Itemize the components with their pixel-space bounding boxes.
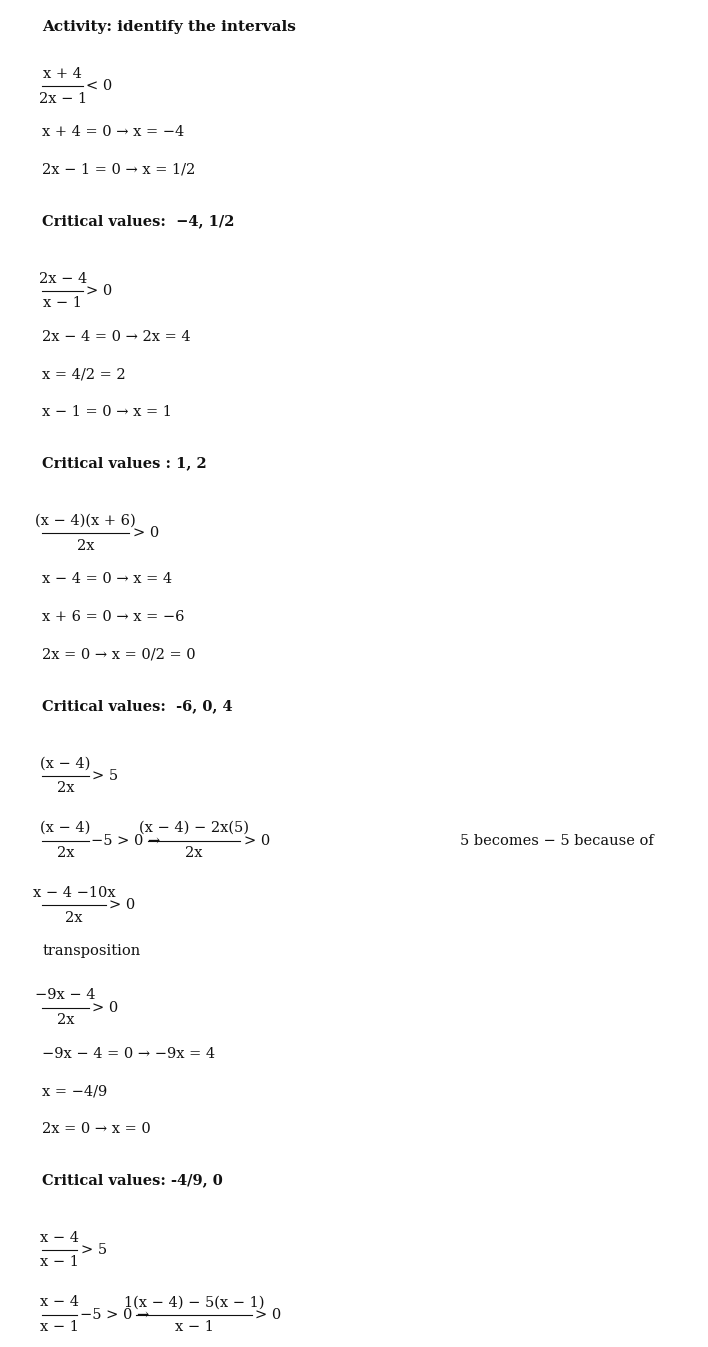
Text: 2x = 0 → x = 0: 2x = 0 → x = 0 <box>42 1122 152 1136</box>
Text: (x − 4) − 2x(5): (x − 4) − 2x(5) <box>139 822 249 835</box>
Text: 2x − 4: 2x − 4 <box>38 272 87 286</box>
Text: x − 1: x − 1 <box>40 1320 79 1334</box>
Text: x − 1 = 0 → x = 1: x − 1 = 0 → x = 1 <box>42 405 172 419</box>
Text: 2x: 2x <box>57 846 74 859</box>
Text: > 0: > 0 <box>244 834 270 847</box>
Text: −9x − 4: −9x − 4 <box>35 989 96 1002</box>
Text: (x − 4)(x + 6): (x − 4)(x + 6) <box>35 515 136 528</box>
Text: > 0: > 0 <box>92 1001 118 1014</box>
Text: 2x: 2x <box>57 1013 74 1026</box>
Text: 2x: 2x <box>65 911 83 924</box>
Text: Critical values:  −4, 1/2: Critical values: −4, 1/2 <box>42 214 235 228</box>
Text: x = 4/2 = 2: x = 4/2 = 2 <box>42 368 126 381</box>
Text: x = −4/9: x = −4/9 <box>42 1084 108 1098</box>
Text: (x − 4): (x − 4) <box>40 757 91 770</box>
Text: x + 6 = 0 → x = −6: x + 6 = 0 → x = −6 <box>42 610 185 624</box>
Text: x − 4: x − 4 <box>40 1296 79 1309</box>
Text: > 5: > 5 <box>92 769 118 783</box>
Text: x + 4 = 0 → x = −4: x + 4 = 0 → x = −4 <box>42 125 185 139</box>
Text: −5 > 0 →: −5 > 0 → <box>80 1308 149 1321</box>
Text: x − 1: x − 1 <box>175 1320 214 1334</box>
Text: −5 > 0 →: −5 > 0 → <box>91 834 161 847</box>
Text: 2x − 4 = 0 → 2x = 4: 2x − 4 = 0 → 2x = 4 <box>42 330 191 343</box>
Text: Activity: identify the intervals: Activity: identify the intervals <box>42 20 297 34</box>
Text: < 0: < 0 <box>86 79 113 93</box>
Text: 2x: 2x <box>185 846 203 859</box>
Text: Critical values: -4/9, 0: Critical values: -4/9, 0 <box>42 1173 223 1187</box>
Text: x − 4: x − 4 <box>40 1231 79 1245</box>
Text: > 0: > 0 <box>110 898 136 912</box>
Text: −9x − 4 = 0 → −9x = 4: −9x − 4 = 0 → −9x = 4 <box>42 1047 216 1060</box>
Text: 5 becomes − 5 because of: 5 becomes − 5 because of <box>460 834 654 847</box>
Text: 2x = 0 → x = 0/2 = 0: 2x = 0 → x = 0/2 = 0 <box>42 648 196 661</box>
Text: transposition: transposition <box>42 944 141 958</box>
Text: 2x − 1 = 0 → x = 1/2: 2x − 1 = 0 → x = 1/2 <box>42 163 195 176</box>
Text: x − 4 −10x: x − 4 −10x <box>33 886 115 900</box>
Text: 1(x − 4) − 5(x − 1): 1(x − 4) − 5(x − 1) <box>124 1296 264 1309</box>
Text: x − 1: x − 1 <box>43 296 82 310</box>
Text: 2x: 2x <box>57 781 74 795</box>
Text: Critical values : 1, 2: Critical values : 1, 2 <box>42 457 207 470</box>
Text: x + 4: x + 4 <box>43 67 82 81</box>
Text: x − 4 = 0 → x = 4: x − 4 = 0 → x = 4 <box>42 572 173 586</box>
Text: > 5: > 5 <box>81 1243 107 1257</box>
Text: > 0: > 0 <box>256 1308 282 1321</box>
Text: 2x − 1: 2x − 1 <box>38 92 86 105</box>
Text: 2x: 2x <box>77 539 94 552</box>
Text: > 0: > 0 <box>86 284 113 298</box>
Text: > 0: > 0 <box>132 527 159 540</box>
Text: Critical values:  -6, 0, 4: Critical values: -6, 0, 4 <box>42 699 233 713</box>
Text: x − 1: x − 1 <box>40 1255 79 1269</box>
Text: (x − 4): (x − 4) <box>40 822 91 835</box>
